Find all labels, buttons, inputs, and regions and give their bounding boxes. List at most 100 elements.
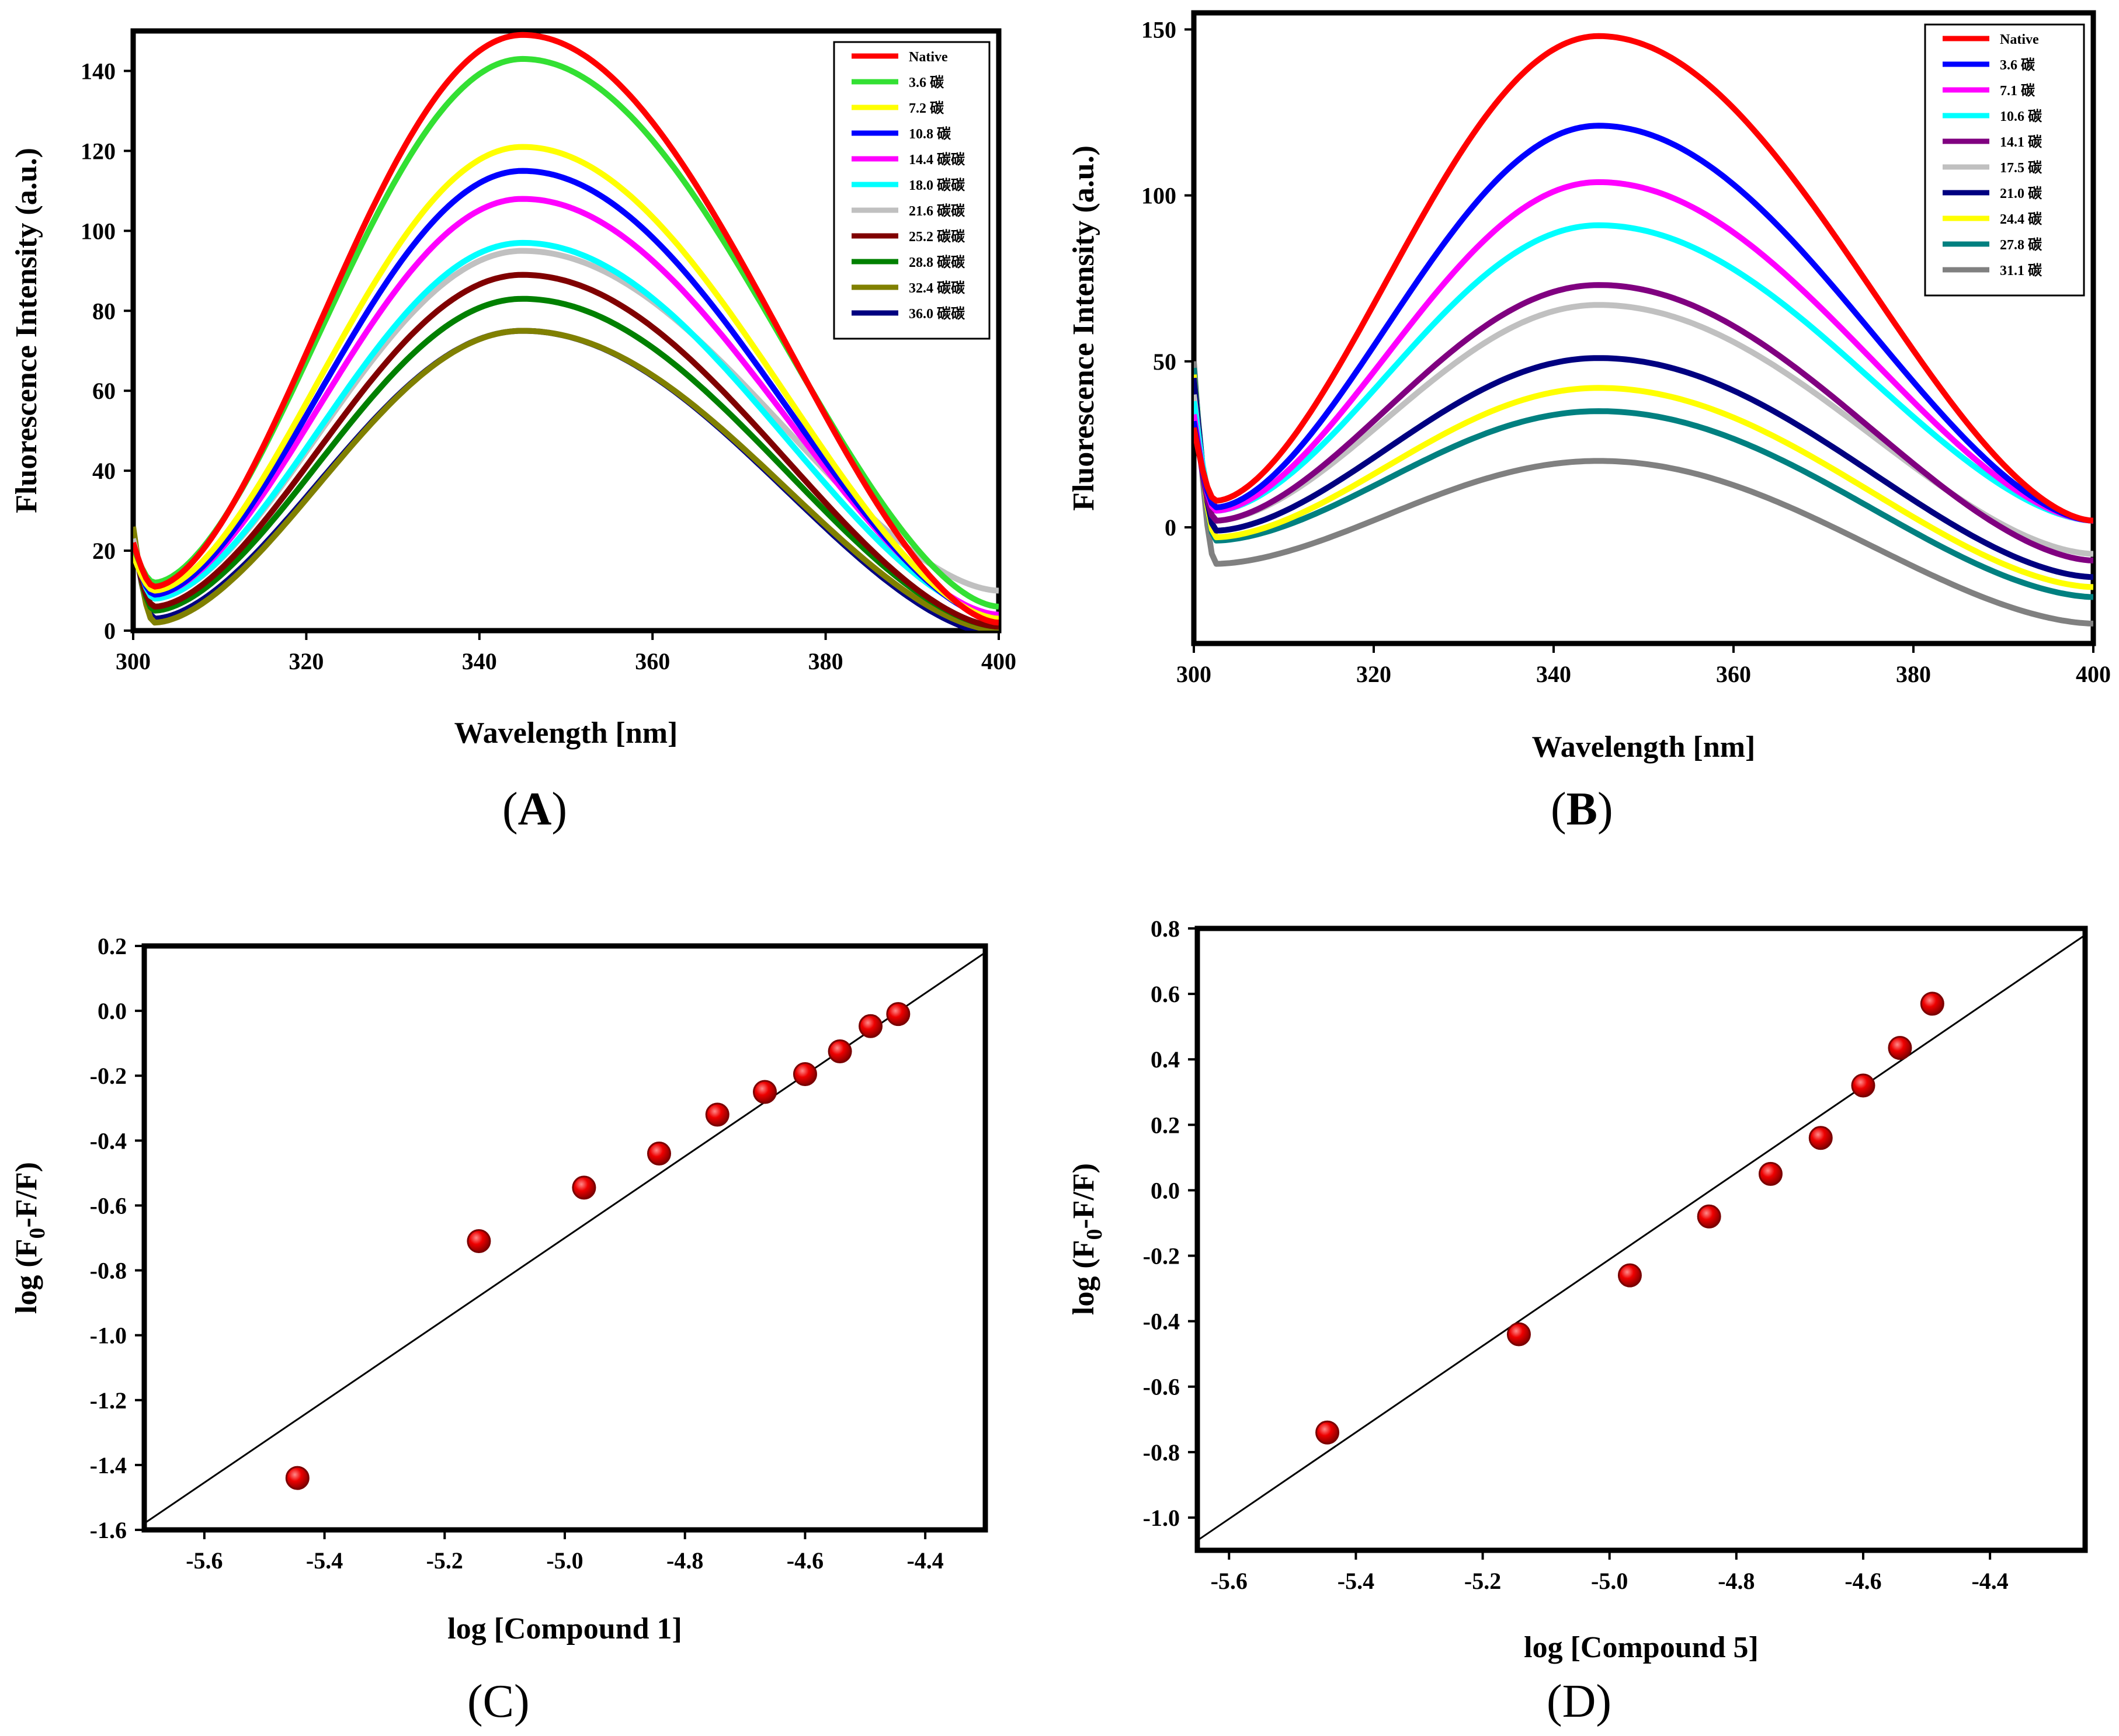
panel-c-axes: -5.6 -5.4 -5.2 -5.0 -4.8 -4.6 -4.4 -1.6 -1.4 -1.2…	[90, 933, 944, 1574]
panel-a-series-line	[133, 295, 999, 630]
panel-d-xtick-label: -5.4	[1338, 1568, 1374, 1594]
panel-b-legend: Native 3.6 碳 7.1 碳 10.6 碳 14.1 碳 17.5 碳 21.0 碳…	[1924, 23, 2085, 297]
panel-c-ytick-label: 0.0	[98, 998, 127, 1024]
panel-b-frame	[1191, 10, 2096, 646]
panel-a-legend-label: 7.2 碳	[909, 100, 944, 116]
panel-b-series-line	[1194, 282, 2093, 563]
panel-c-xtick-label: -5.4	[306, 1547, 343, 1574]
panel-b-caption: (B)	[1551, 784, 1613, 835]
panel-d-ytick-label: 0.4	[1151, 1046, 1180, 1073]
panel-d-ylabel-subscript: 0	[1082, 1229, 1107, 1240]
panel-d-axes: -5.6 -5.4 -5.2 -5.0 -4.8 -4.6 -4.4 -1.0 -0.8 -0.6…	[1143, 916, 2009, 1594]
panel-c-ytick-label: -1.0	[90, 1323, 127, 1349]
panel-c-data-point	[859, 1014, 883, 1038]
panel-b-letter: B	[1566, 784, 1597, 835]
panel-a-xtick-label: 300	[116, 648, 151, 674]
panel-b-xtick-label: 400	[2076, 661, 2111, 687]
panel-a-legend-label: 36.0 碳碳	[909, 306, 965, 322]
panel-b-legend-label: 24.4 碳	[2000, 211, 2042, 227]
panel-d-data-point	[1920, 991, 1944, 1016]
panel-b-ytick-label: 0	[1165, 514, 1176, 541]
panel-d-data-point	[1697, 1204, 1721, 1229]
panel-d-data-point	[1506, 1322, 1531, 1347]
panel-a-ylabel: Fluorescence Intensity (a.u.)	[10, 148, 43, 513]
panel-a-legend-label: 18.0 碳碳	[909, 178, 965, 193]
panel-c-ytick-label: -1.4	[90, 1452, 127, 1478]
panel-a-legend-label: Native	[909, 50, 948, 65]
panel-d-data-point	[1851, 1073, 1875, 1098]
panel-d-data-point	[1888, 1036, 1912, 1060]
panel-b-xlabel: Wavelength [nm]	[1532, 730, 1756, 764]
panel-b-series-line	[1194, 179, 2093, 524]
panel-d-fit-line	[1197, 934, 2086, 1542]
panel-b-ytick-label: 50	[1153, 349, 1176, 375]
panel-d-xtick-label: -4.4	[1971, 1568, 2008, 1594]
panel-d-frame	[1194, 926, 2088, 1553]
panel-c-xtick-label: -5.0	[546, 1547, 583, 1574]
panel-c-xtick-label: -4.8	[666, 1547, 703, 1574]
panel-d-ytick-label: -0.8	[1143, 1439, 1180, 1466]
panel-a-xlabel: Wavelength [nm]	[454, 716, 678, 750]
panel-d-chart: -5.6 -5.4 -5.2 -5.0 -4.8 -4.6 -4.4 -1.0 -0.8 -0.6…	[1143, 916, 2088, 1594]
panel-c-data-point	[647, 1142, 671, 1166]
panel-d-ytick-label: 0.8	[1151, 916, 1180, 942]
panel-c-plot	[144, 951, 986, 1525]
panel-c-ytick-label: 0.2	[98, 933, 127, 959]
panel-b-legend-label: 17.5 碳	[2000, 160, 2042, 176]
panel-c-ytick-label: -1.6	[90, 1517, 127, 1543]
panel-b-series-line	[1194, 222, 2093, 524]
panel-d-xtick-label: -4.6	[1844, 1568, 1881, 1594]
panel-c-data-point	[793, 1062, 817, 1086]
panel-a-xtick-label: 340	[462, 648, 497, 674]
panel-b-series-line	[1194, 355, 2093, 580]
panel-a-xtick-label: 320	[289, 648, 324, 674]
panel-c-data-point	[886, 1002, 911, 1027]
panel-b-xtick-label: 380	[1896, 661, 1931, 687]
panel-a-series-line	[133, 144, 999, 622]
panel-a-legend-label: 28.8 碳碳	[909, 255, 965, 270]
panel-a-frame	[130, 28, 1002, 634]
panel-d-ytick-label: -0.4	[1143, 1309, 1180, 1335]
panel-b-series-line	[1194, 33, 2093, 524]
panel-c-data-point	[572, 1175, 596, 1200]
panel-a-curves	[133, 32, 999, 631]
panel-a-legend-label: 25.2 碳碳	[909, 229, 965, 245]
panel-b-legend-box	[1924, 23, 2085, 297]
panel-a-series-line	[133, 239, 999, 618]
panel-b-legend-label: Native	[2000, 32, 2039, 47]
panel-d-data-point	[1315, 1420, 1340, 1445]
panel-c-ytick-label: -0.2	[90, 1063, 127, 1089]
panel-c-xtick-label: -4.4	[906, 1547, 943, 1574]
panel-c-ylabel-part2: -F/F)	[10, 1162, 43, 1228]
panel-a-caption: (A)	[502, 784, 567, 835]
panel-d-ytick-label: -1.0	[1143, 1505, 1180, 1531]
panel-d-xtick-label: -5.0	[1591, 1568, 1628, 1594]
panel-b-xtick-label: 360	[1716, 661, 1751, 687]
panel-d-plot	[1197, 934, 2086, 1542]
panel-d-ytick-label: 0.6	[1151, 981, 1180, 1007]
panel-b-chart: 300 320 340 360 380 400 0 50 100 150 Native 3.6 碳 7…	[1141, 10, 2111, 687]
panel-d-ylabel-part2: -F/F)	[1067, 1163, 1100, 1229]
panel-a-letter: A	[518, 784, 552, 835]
panel-d-letter: D	[1562, 1676, 1596, 1727]
panel-d-xlabel: log [Compound 5]	[1524, 1631, 1759, 1664]
panel-c-xlabel: log [Compound 1]	[447, 1612, 682, 1645]
panel-d-data-point	[1617, 1263, 1642, 1288]
panel-c-letter: C	[483, 1676, 514, 1727]
panel-a-legend: Native 3.6 碳 7.2 碳 10.8 碳 14.4 碳碳 18.0 碳碳 21.6…	[833, 41, 991, 340]
panel-c-chart: -5.6 -5.4 -5.2 -5.0 -4.8 -4.6 -4.4 -1.6 -1.4 -1.2…	[90, 933, 988, 1574]
panel-c-xtick-label: -5.6	[186, 1547, 223, 1574]
panel-a-ytick-label: 20	[92, 538, 116, 564]
panel-a-ytick-label: 40	[92, 458, 116, 484]
panel-c-ytick-label: -0.8	[90, 1258, 127, 1284]
panel-d-ylabel-part1: log (F	[1067, 1240, 1100, 1316]
panel-a-xtick-label: 360	[635, 648, 670, 674]
panel-c-ylabel-subscript: 0	[25, 1228, 50, 1239]
panel-d-data-point	[1758, 1161, 1783, 1186]
panel-b-ytick-label: 100	[1141, 183, 1176, 209]
panel-d-ylabel: log (F0-F/F)	[1067, 1163, 1107, 1315]
panel-b-legend-label: 3.6 碳	[2000, 57, 2035, 73]
panel-b-ylabel: Fluorescence Intensity (a.u.)	[1067, 145, 1100, 511]
panel-c-data-point	[705, 1102, 730, 1127]
